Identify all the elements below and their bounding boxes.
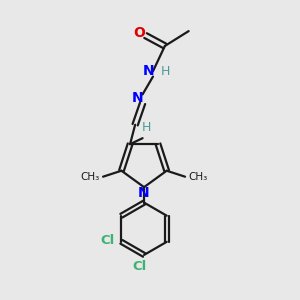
Text: Cl: Cl <box>133 260 147 273</box>
Text: H: H <box>142 121 151 134</box>
Text: CH₃: CH₃ <box>80 172 100 182</box>
Text: N: N <box>131 91 143 105</box>
Text: Cl: Cl <box>100 234 114 247</box>
Text: CH₃: CH₃ <box>189 172 208 182</box>
Text: O: O <box>133 26 145 40</box>
Text: N: N <box>142 64 154 78</box>
Text: H: H <box>161 65 170 78</box>
Text: N: N <box>138 185 150 200</box>
